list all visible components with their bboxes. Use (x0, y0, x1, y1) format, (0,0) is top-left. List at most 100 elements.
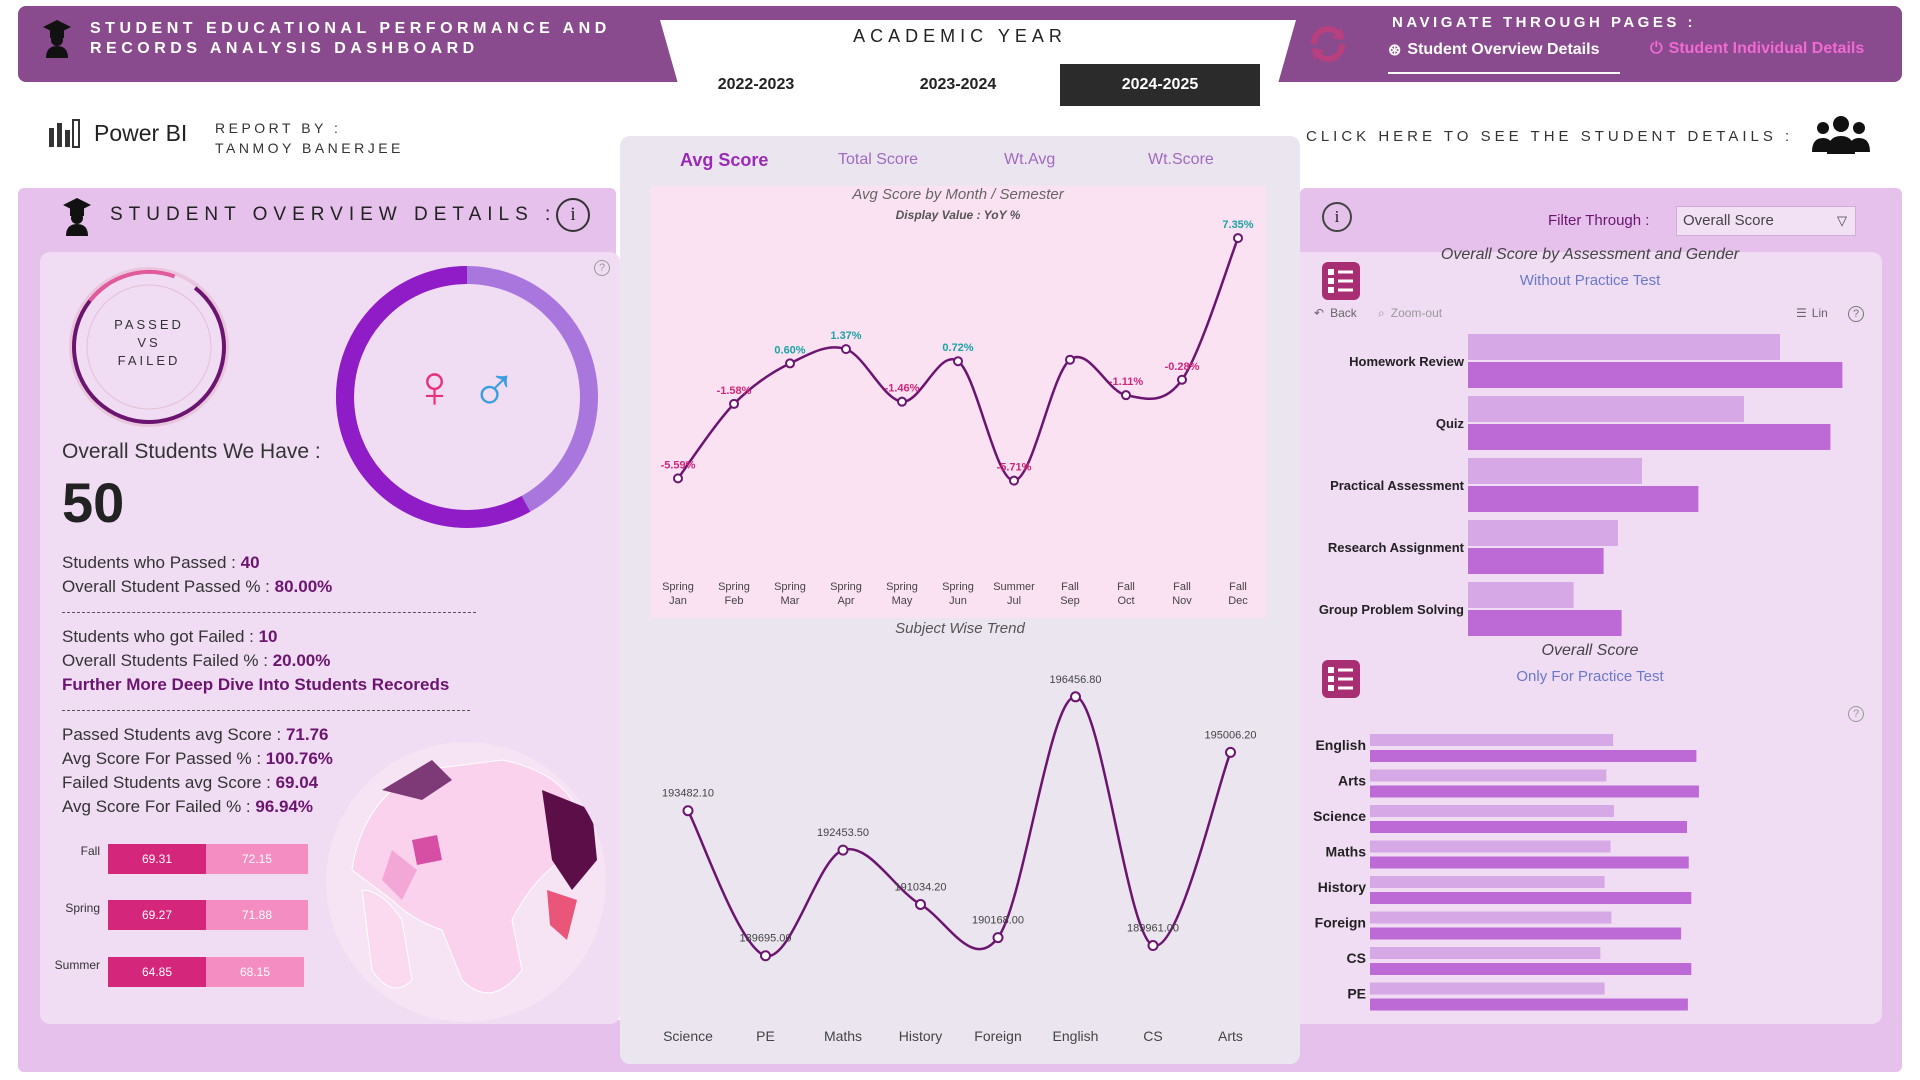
bar (1370, 982, 1605, 995)
gender-donut[interactable] (332, 262, 602, 532)
pass-fail-ring[interactable] (64, 262, 234, 432)
help-icon[interactable]: ? (594, 260, 610, 276)
bar (1370, 821, 1688, 833)
tab-wt-score[interactable]: Wt.Score (1148, 151, 1214, 168)
year-button-2023[interactable]: 2023-2024 (919, 76, 997, 93)
month-data-label: -1.46% (885, 383, 920, 395)
month-tick-label: Spring (662, 581, 694, 593)
bar (1370, 911, 1612, 924)
subject-line-chart[interactable]: 193482.10 Science 189695.00 PE 192453.50 Math… (620, 640, 1300, 1060)
academic-year-label: ACADEMIC YEAR (853, 26, 1067, 46)
month-tick-label: Fall (1173, 581, 1191, 593)
help-icon[interactable]: ? (1848, 306, 1864, 322)
help-icon[interactable]: ? (1848, 706, 1864, 722)
month-point (1009, 475, 1019, 486)
tab-total-score[interactable]: Total Score (838, 151, 919, 168)
semester-label: Spring (65, 901, 100, 915)
failed-count-value: 10 (258, 627, 278, 646)
assessment-bar-chart[interactable]: Homework Review Quiz Practical Assessment R… (1290, 330, 1890, 650)
month-tick-label: Nov (1172, 595, 1192, 607)
failed-pct-value: 20.00% (272, 651, 331, 670)
zoom-label: Zoom-out (1390, 306, 1443, 320)
semester-row-summer[interactable]: Summer (40, 958, 100, 972)
bar (1468, 520, 1618, 546)
click-hint: CLICK HERE TO SEE THE STUDENT DETAILS : (1306, 128, 1794, 145)
month-tick-label: May (892, 595, 913, 607)
nav-student-individual[interactable]: ⏻ Student Individual Details (1650, 40, 1864, 58)
subject-data-label: 195006.20 (1205, 729, 1257, 741)
info-icon-right[interactable]: i (1322, 202, 1352, 232)
bar (1468, 334, 1780, 360)
vs-word: VS (137, 335, 161, 350)
bar-category-label: Quiz (1436, 416, 1465, 431)
semester-row-fall[interactable]: Fall (40, 844, 100, 858)
bar-category-label: Science (1313, 808, 1366, 824)
month-data-label: 0.60% (774, 344, 805, 356)
bar (1370, 927, 1682, 940)
practice-bar-chart[interactable]: English Arts Science Maths History Foreign CS P… (1290, 728, 1890, 1018)
dashboard-title-line1: STUDENT EDUCATIONAL PERFORMANCE AND (90, 20, 611, 37)
powerbi-logo-icon (48, 118, 82, 148)
passed-count-value: 40 (240, 553, 260, 572)
subject-point (837, 844, 849, 856)
passed-pct-value: 80.00% (274, 577, 333, 596)
subject-tick-label: Arts (1218, 1028, 1243, 1044)
info-icon[interactable]: i (556, 198, 590, 232)
year-button-2024[interactable]: 2024-2025 (1060, 64, 1260, 106)
zoom-out-button[interactable]: ⌕ Zoom-out (1378, 306, 1442, 321)
nav-student-overview[interactable]: ⊛ Student Overview Details (1388, 40, 1620, 74)
tab-avg-score[interactable]: Avg Score (680, 150, 769, 170)
year-button-2022[interactable]: 2022-2023 (717, 76, 795, 93)
month-chart-subtitle: Display Value : YoY % (895, 208, 1021, 222)
subject-tick-label: Maths (824, 1028, 862, 1044)
subject-point (915, 898, 926, 910)
subject-point (1070, 691, 1081, 703)
semester-row-spring[interactable]: Spring (40, 901, 100, 915)
month-point (897, 396, 907, 407)
month-tick-label: Spring (830, 581, 862, 593)
gender-female-arc[interactable] (336, 266, 598, 528)
report-author: TANMOY BANERJEE (215, 140, 404, 156)
student-icon (42, 18, 72, 58)
refresh-icon[interactable] (1306, 22, 1350, 66)
month-tick-label: Feb (725, 595, 744, 607)
bar-category-label: Foreign (1315, 915, 1366, 931)
month-tick-label: Fall (1229, 581, 1247, 593)
month-tick-label: Oct (1117, 595, 1134, 607)
semester-bar-b: 72.15 (206, 844, 308, 874)
globe-icon: ⊛ (1388, 42, 1402, 59)
overall-students-label: Overall Students We Have : (62, 440, 321, 463)
month-tick-label: Jun (949, 595, 967, 607)
passed-pct-label: Overall Student Passed % : (62, 577, 275, 596)
filter-select[interactable]: Overall Score ▽ (1676, 206, 1856, 236)
failed-avg-row: Failed Students avg Score : 69.04 (62, 773, 318, 793)
bar (1370, 785, 1699, 798)
tab-wt-avg[interactable]: Wt.Avg (1004, 151, 1056, 168)
deep-dive-link[interactable]: Further More Deep Dive Into Students Rec… (62, 675, 450, 694)
bar-category-label: Research Assignment (1328, 540, 1465, 555)
avg-passed-pct-label: Avg Score For Passed % : (62, 749, 266, 768)
semester-bars: Fall 69.31 72.15 Spring 69.27 71.88 Summ… (40, 840, 320, 1000)
world-map[interactable] (322, 740, 610, 1024)
subject-data-label: 192453.50 (817, 827, 869, 839)
lin-button[interactable]: ☰ Lin (1796, 306, 1828, 320)
failed-count-label: Students who got Failed : (62, 627, 259, 646)
passed-pct-row: Overall Student Passed % : 80.00% (62, 577, 332, 597)
avg-failed-pct-label: Avg Score For Failed % : (62, 797, 256, 816)
month-point (953, 356, 963, 367)
month-chart-title: Avg Score by Month / Semester (852, 186, 1064, 203)
passed-count-label: Students who Passed : (62, 553, 241, 572)
bar (1468, 610, 1622, 636)
checklist-icon (1322, 262, 1360, 300)
failed-count-row: Students who got Failed : 10 (62, 627, 277, 647)
month-data-label: 7.35% (1222, 219, 1253, 231)
subject-point (992, 932, 1004, 944)
bar (1370, 876, 1605, 888)
month-data-label: -1.11% (1109, 376, 1143, 388)
month-tick-label: Fall (1117, 581, 1135, 593)
month-line-chart[interactable]: -5.59% Spring Jan -1.58% Spring Feb 0.60% Sprin… (650, 186, 1266, 618)
student-details-icon[interactable] (1810, 114, 1872, 156)
failed-avg-label: Failed Students avg Score : (62, 773, 276, 792)
back-button[interactable]: ↶ Back (1314, 306, 1357, 320)
month-tick-label: Spring (886, 581, 918, 593)
